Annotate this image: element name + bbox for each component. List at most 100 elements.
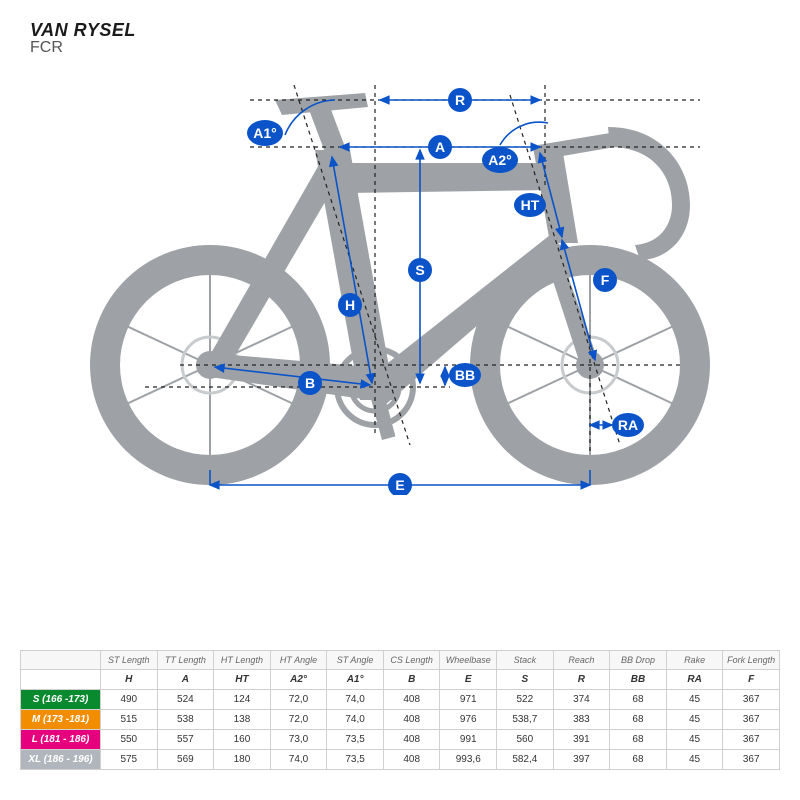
geometry-value: 976 (440, 710, 497, 730)
col-symbol: S (497, 670, 554, 690)
geometry-value: 45 (666, 710, 723, 730)
label-E: E (388, 473, 412, 495)
geometry-value: 367 (723, 730, 780, 750)
col-symbol: F (723, 670, 780, 690)
svg-text:B: B (305, 375, 315, 391)
svg-text:A1°: A1° (253, 125, 277, 141)
geometry-value: 68 (610, 710, 667, 730)
geometry-value: 569 (157, 750, 214, 770)
geometry-value: 515 (101, 710, 158, 730)
col-symbol: B (383, 670, 440, 690)
col-symbol: RA (666, 670, 723, 690)
geometry-value: 522 (497, 690, 554, 710)
col-symbol: A1° (327, 670, 384, 690)
label-B: B (298, 371, 322, 395)
header: VAN RYSEL FCR (30, 20, 136, 57)
geometry-value: 408 (383, 730, 440, 750)
geometry-value: 993,6 (440, 750, 497, 770)
geometry-value: 45 (666, 730, 723, 750)
size-label: M (173 -181) (21, 710, 101, 730)
svg-text:HT: HT (521, 197, 540, 213)
geometry-value: 180 (214, 750, 271, 770)
geometry-table: ST LengthTT LengthHT LengthHT AngleST An… (20, 650, 780, 770)
svg-text:A2°: A2° (488, 152, 512, 168)
geometry-value: 582,4 (497, 750, 554, 770)
geometry-diagram: R A A1° A2° HT S H F B BB RA E (50, 55, 750, 495)
geometry-value: 408 (383, 750, 440, 770)
col-name: ST Angle (327, 651, 384, 670)
geometry-value: 991 (440, 730, 497, 750)
table-row: XL (186 - 196)57556918074,073,5408993,65… (21, 750, 780, 770)
geometry-value: 74,0 (327, 710, 384, 730)
geometry-value: 374 (553, 690, 610, 710)
geometry-value: 391 (553, 730, 610, 750)
svg-text:A: A (435, 139, 445, 155)
svg-text:BB: BB (455, 367, 475, 383)
geometry-value: 45 (666, 750, 723, 770)
col-name: Fork Length (723, 651, 780, 670)
col-name: Stack (497, 651, 554, 670)
svg-text:H: H (345, 297, 355, 313)
col-name: Wheelbase (440, 651, 497, 670)
label-R: R (448, 88, 472, 112)
label-H: H (338, 293, 362, 317)
geometry-value: 397 (553, 750, 610, 770)
brand-name: VAN RYSEL (30, 20, 136, 41)
col-symbol: A2° (270, 670, 327, 690)
svg-text:F: F (601, 272, 610, 288)
geometry-value: 74,0 (270, 750, 327, 770)
label-A: A (428, 135, 452, 159)
label-A2: A2° (482, 147, 518, 173)
geometry-value: 538 (157, 710, 214, 730)
geometry-value: 490 (101, 690, 158, 710)
label-A1: A1° (247, 120, 283, 146)
geometry-value: 560 (497, 730, 554, 750)
geometry-value: 68 (610, 730, 667, 750)
geometry-value: 538,7 (497, 710, 554, 730)
col-symbol: H (101, 670, 158, 690)
col-symbol: E (440, 670, 497, 690)
geometry-value: 68 (610, 750, 667, 770)
geometry-value: 367 (723, 710, 780, 730)
size-label: S (166 -173) (21, 690, 101, 710)
geometry-value: 575 (101, 750, 158, 770)
geometry-value: 557 (157, 730, 214, 750)
geometry-value: 524 (157, 690, 214, 710)
svg-text:S: S (415, 262, 424, 278)
geometry-value: 383 (553, 710, 610, 730)
col-symbol: HT (214, 670, 271, 690)
geometry-value: 408 (383, 710, 440, 730)
geometry-value: 73,0 (270, 730, 327, 750)
svg-text:E: E (395, 477, 404, 493)
geometry-value: 138 (214, 710, 271, 730)
col-name: ST Length (101, 651, 158, 670)
col-name: HT Length (214, 651, 271, 670)
svg-text:R: R (455, 92, 465, 108)
geometry-value: 73,5 (327, 750, 384, 770)
svg-text:RA: RA (618, 417, 638, 433)
col-symbol: R (553, 670, 610, 690)
col-name: Rake (666, 651, 723, 670)
col-symbol: BB (610, 670, 667, 690)
label-BB: BB (449, 363, 481, 387)
geometry-value: 74,0 (327, 690, 384, 710)
geometry-value: 408 (383, 690, 440, 710)
geometry-value: 72,0 (270, 690, 327, 710)
geometry-value: 971 (440, 690, 497, 710)
col-name: TT Length (157, 651, 214, 670)
geometry-value: 45 (666, 690, 723, 710)
label-HT: HT (514, 193, 546, 217)
table-row: M (173 -181)51553813872,074,0408976538,7… (21, 710, 780, 730)
table-row: S (166 -173)49052412472,074,040897152237… (21, 690, 780, 710)
col-name: Reach (553, 651, 610, 670)
col-name: CS Length (383, 651, 440, 670)
geometry-value: 367 (723, 750, 780, 770)
geometry-value: 550 (101, 730, 158, 750)
geometry-value: 160 (214, 730, 271, 750)
geometry-value: 73,5 (327, 730, 384, 750)
label-F: F (593, 268, 617, 292)
geometry-value: 68 (610, 690, 667, 710)
geometry-value: 72,0 (270, 710, 327, 730)
table-row: L (181 - 186)55055716073,073,54089915603… (21, 730, 780, 750)
geometry-value: 124 (214, 690, 271, 710)
